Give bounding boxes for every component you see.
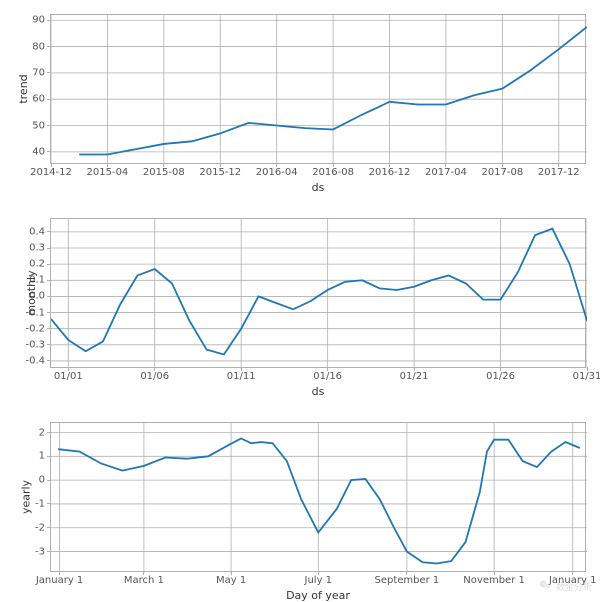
panel-yearly: -3-2-1012January 1March 1May 1July 1Sept… bbox=[50, 422, 586, 572]
ytick-label: 50 bbox=[32, 120, 51, 131]
xtick-label: 01/26 bbox=[486, 367, 515, 382]
ytick-label: -0.3 bbox=[25, 339, 51, 350]
xtick-label: 2015-04 bbox=[87, 163, 129, 178]
xtick-label: 01/01 bbox=[54, 367, 83, 382]
xtick-label: 2016-12 bbox=[369, 163, 411, 178]
panel-trend: 4050607080902014-122015-042015-082015-12… bbox=[50, 14, 586, 164]
xtick-label: May 1 bbox=[216, 571, 246, 586]
xtick-label: 2017-08 bbox=[481, 163, 523, 178]
chart-svg-yearly bbox=[51, 423, 587, 573]
xtick-label: 01/21 bbox=[400, 367, 429, 382]
xtick-label: 2015-08 bbox=[143, 163, 185, 178]
ytick-label: 70 bbox=[32, 67, 51, 78]
ytick-label: 0.4 bbox=[29, 226, 51, 237]
xtick-label: November 1 bbox=[463, 571, 525, 586]
ytick-label: 1 bbox=[39, 451, 51, 462]
xlabel-trend: ds bbox=[312, 163, 325, 194]
xlabel-monthly: ds bbox=[312, 367, 325, 398]
ytick-label: -1 bbox=[35, 498, 51, 509]
xtick-label: 2017-04 bbox=[425, 163, 467, 178]
xtick-label: 2015-12 bbox=[199, 163, 241, 178]
series-monthly bbox=[51, 229, 587, 355]
xtick-label: 01/11 bbox=[227, 367, 256, 382]
xtick-label: 2017-12 bbox=[538, 163, 580, 178]
series-yearly bbox=[58, 438, 580, 563]
plot-area-yearly: -3-2-1012January 1March 1May 1July 1Sept… bbox=[50, 422, 586, 572]
chart-svg-trend bbox=[51, 15, 587, 165]
figure: 40 50 60 70 80 90 2014-12 2015-04 2015-08 2015-12… bbox=[0, 0, 600, 601]
xlabel-yearly: Day of year bbox=[286, 571, 350, 602]
watermark-text: 数金分析 bbox=[556, 580, 592, 593]
ytick-label: -0.4 bbox=[25, 355, 51, 366]
ytick-label: 0.2 bbox=[29, 259, 51, 270]
ytick-label: -2 bbox=[35, 522, 51, 533]
ytick-label: 90 bbox=[32, 15, 51, 26]
ytick-label: 80 bbox=[32, 41, 51, 52]
xtick-label: 01/31 bbox=[573, 367, 600, 382]
watermark: 数金分析 bbox=[538, 578, 592, 595]
ylabel-yearly: yearly bbox=[20, 480, 33, 514]
panel-monthly: -0.4-0.3-0.2-0.10.00.10.20.30.401/0101/0… bbox=[50, 218, 586, 368]
ytick-label: 40 bbox=[32, 146, 51, 157]
ytick-label: 0 bbox=[39, 475, 51, 486]
plot-area-monthly: -0.4-0.3-0.2-0.10.00.10.20.30.401/0101/0… bbox=[50, 218, 586, 368]
xtick-label: March 1 bbox=[124, 571, 164, 586]
xtick-label: 01/06 bbox=[140, 367, 169, 382]
xtick-label: 2016-04 bbox=[256, 163, 298, 178]
ytick-label: 2 bbox=[39, 427, 51, 438]
ytick-label: -3 bbox=[35, 546, 51, 557]
plot-area-trend: 4050607080902014-122015-042015-082015-12… bbox=[50, 14, 586, 164]
chart-svg-monthly bbox=[51, 219, 587, 369]
ytick-label: 0.3 bbox=[29, 243, 51, 254]
ytick-label: 60 bbox=[32, 94, 51, 105]
xtick-label: January 1 bbox=[36, 571, 83, 586]
xtick-label: 2014-12 bbox=[30, 163, 72, 178]
ytick-label: -0.2 bbox=[25, 323, 51, 334]
xtick-label: September 1 bbox=[374, 571, 439, 586]
ylabel-trend: trend bbox=[17, 74, 30, 103]
wechat-icon bbox=[538, 578, 552, 595]
ylabel-monthly: monthly bbox=[25, 270, 38, 315]
